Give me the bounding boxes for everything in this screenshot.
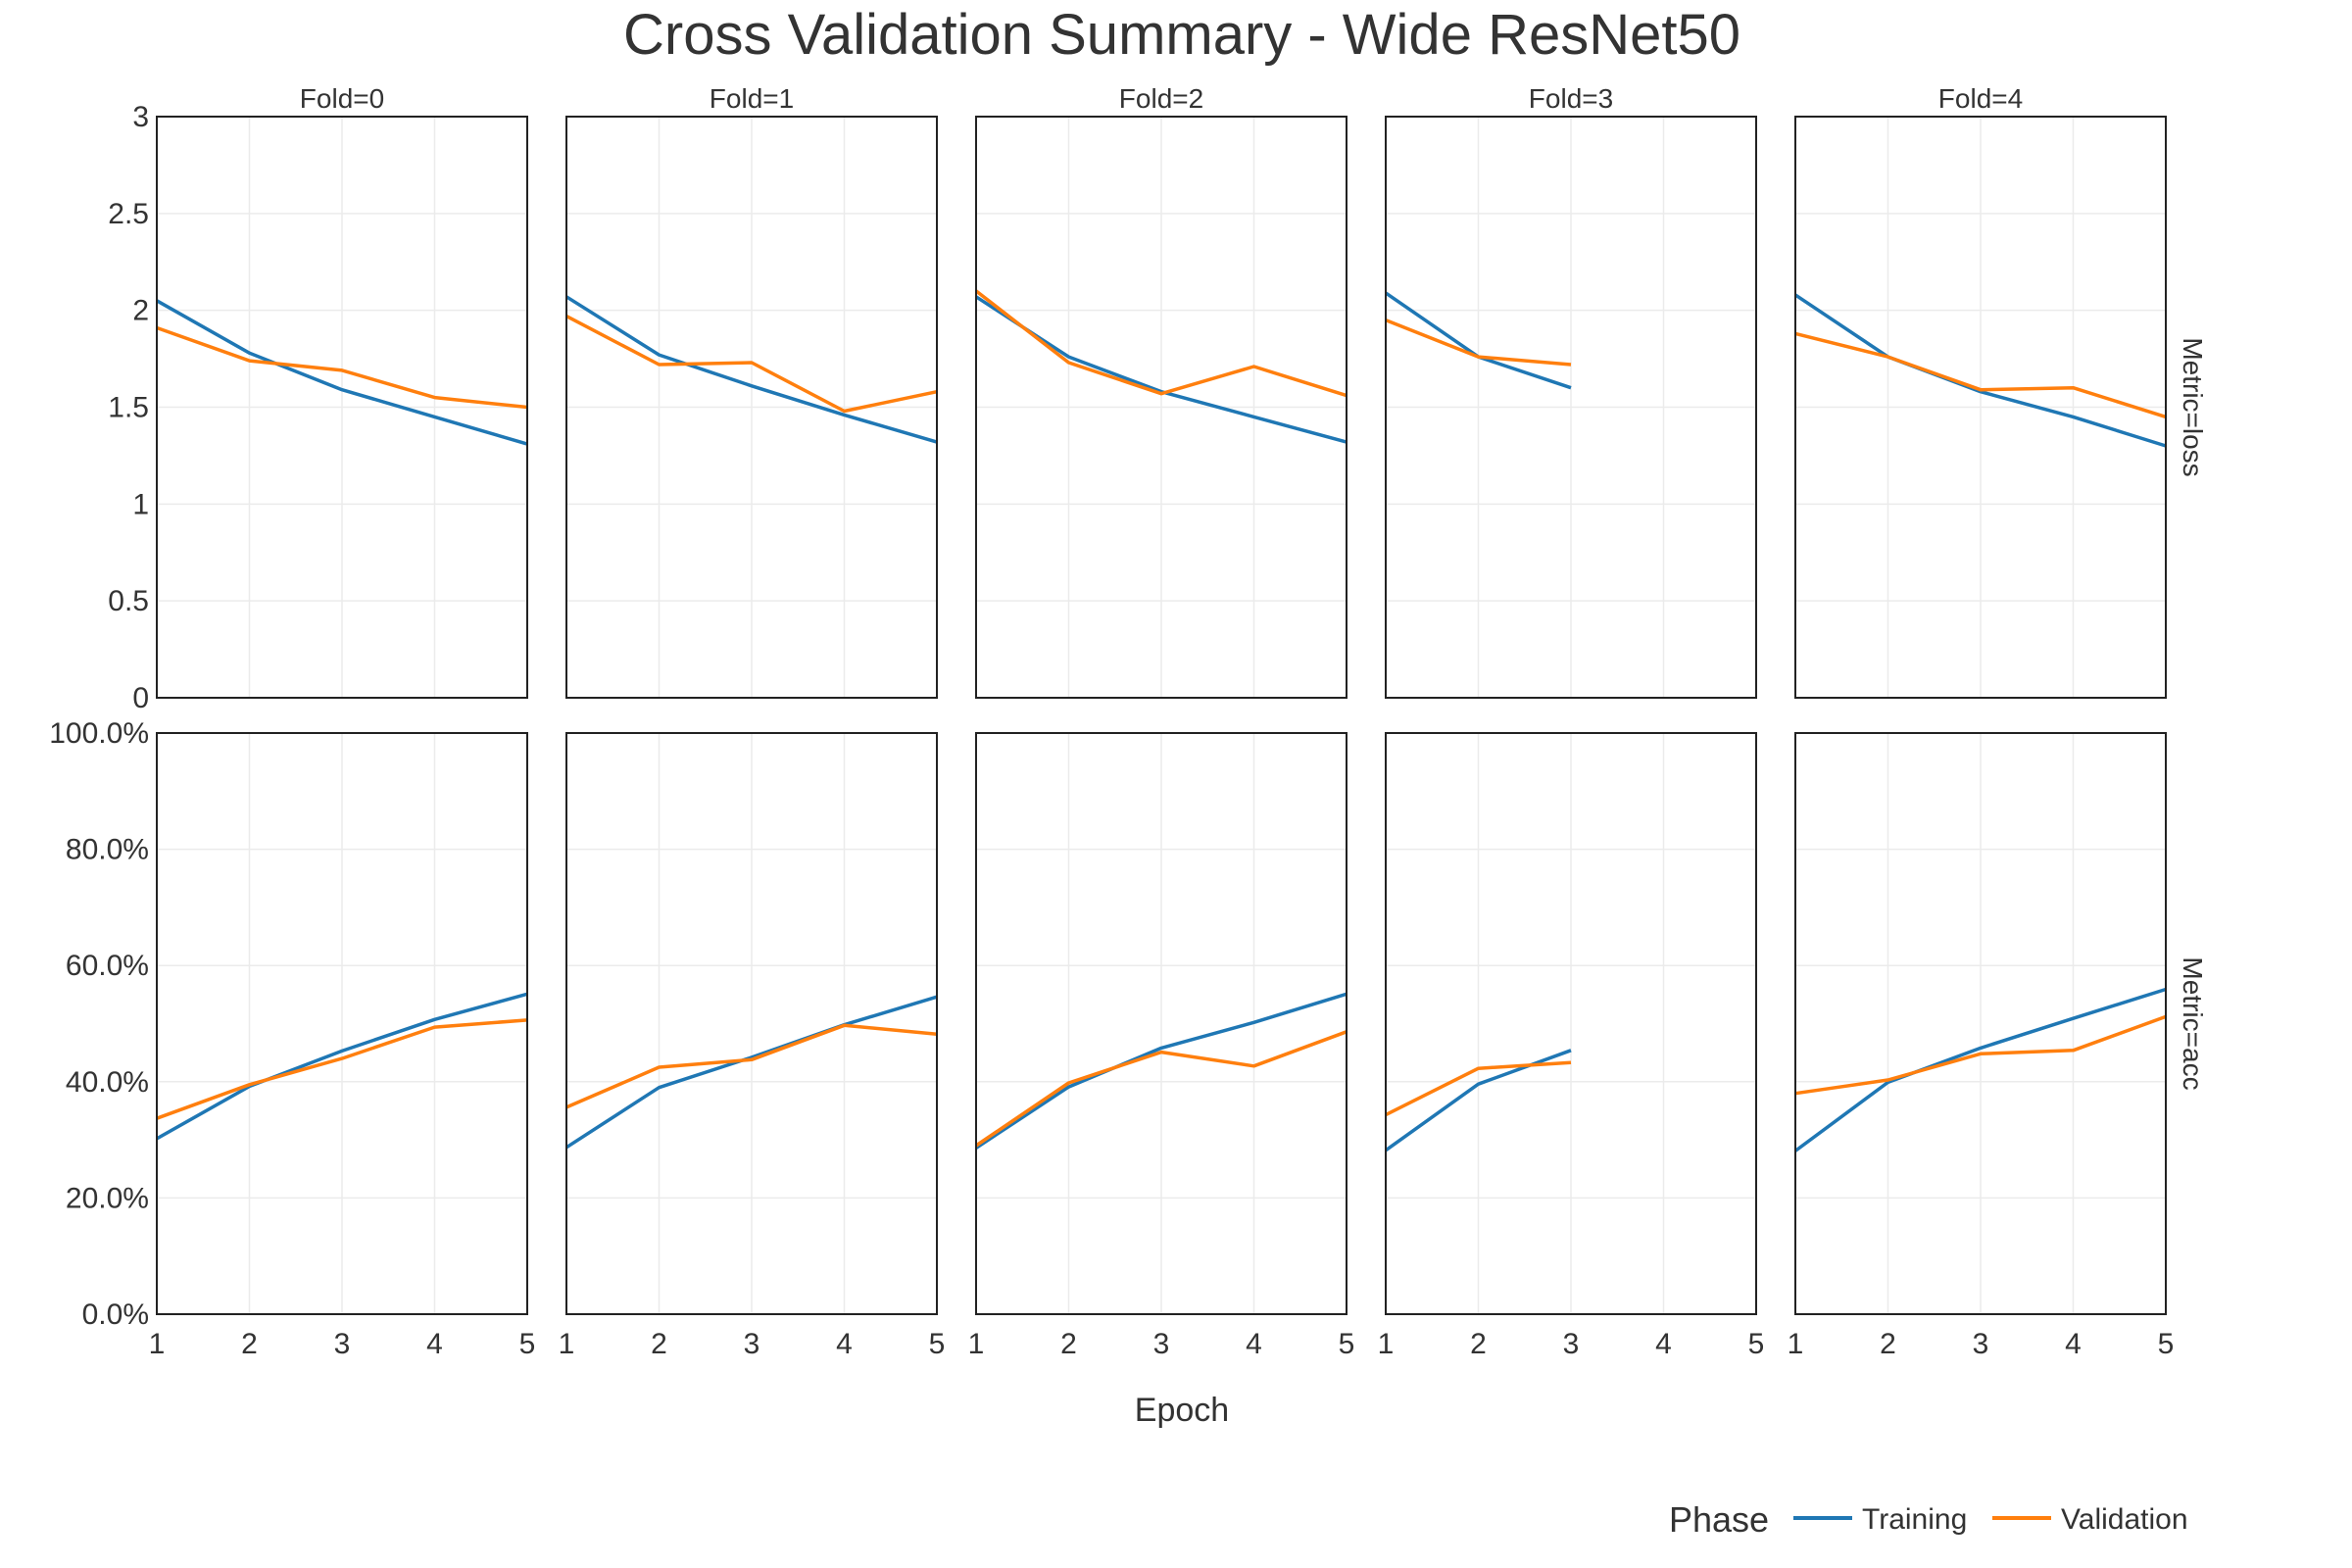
panel-frame-acc-fold2 (975, 732, 1348, 1315)
x-axis-label: Epoch (1135, 1392, 1229, 1429)
series-line-validation-loss-fold2 (974, 289, 1348, 398)
y-tick-label-acc: 60.0% (66, 950, 149, 982)
series-line-validation-acc-fold3 (1385, 1060, 1572, 1117)
x-tick-label: 1 (559, 1328, 575, 1360)
panel-frame-acc-fold0 (156, 732, 528, 1315)
x-tick-label: 1 (149, 1328, 166, 1360)
series-line-validation-acc-fold1 (565, 1023, 938, 1109)
series-line-validation-acc-fold0 (156, 1018, 528, 1120)
x-tick-label: 4 (426, 1328, 443, 1360)
x-tick-label: 2 (1470, 1328, 1487, 1360)
x-tick-label: 4 (1655, 1328, 1672, 1360)
legend-label-validation: Validation (2061, 1503, 2188, 1536)
legend-title: Phase (1669, 1499, 1769, 1540)
x-tick-label: 5 (2158, 1328, 2175, 1360)
legend: Phase Training Validation (1669, 1499, 2188, 1540)
facet-column-label: Fold=3 (1529, 83, 1613, 114)
x-tick-label: 4 (836, 1328, 853, 1360)
x-tick-label: 1 (1788, 1328, 1804, 1360)
facet-column-label: Fold=2 (1119, 83, 1203, 114)
x-tick-label: 3 (1973, 1328, 1989, 1360)
series-line-validation-loss-fold0 (156, 325, 528, 410)
x-tick-label: 5 (1748, 1328, 1765, 1360)
series-line-training-acc-fold3 (1384, 1049, 1572, 1152)
facet-panels: Fold=0 Fold=1 Fold=2 Fold=3 Fold=4 0 0.5 1 1.5 2 2… (49, 83, 2208, 1360)
x-tick-label: 2 (1880, 1328, 1896, 1360)
facet-row-label: Metric=acc (2178, 956, 2208, 1090)
y-tick-label-loss: 2.5 (108, 198, 149, 230)
chart-title: Cross Validation Summary - Wide ResNet50 (623, 3, 1740, 67)
panel-frame-loss-fold3 (1385, 116, 1757, 699)
series-line-validation-acc-fold4 (1794, 1014, 2167, 1096)
panel-frame-loss-fold2 (975, 116, 1348, 699)
x-tick-label: 5 (929, 1328, 946, 1360)
y-tick-label-acc: 0.0% (82, 1298, 149, 1331)
series-line-training-acc-fold1 (565, 995, 938, 1150)
series-line-training-acc-fold0 (156, 992, 528, 1141)
series-line-validation-loss-fold1 (565, 315, 938, 414)
legend-label-training: Training (1862, 1503, 1967, 1536)
y-tick-label-loss: 1 (132, 488, 149, 520)
panel-frame-acc-fold3 (1385, 732, 1757, 1315)
x-tick-label: 3 (744, 1328, 760, 1360)
x-tick-label: 1 (1378, 1328, 1395, 1360)
series-line-training-loss-fold1 (565, 295, 938, 444)
y-tick-label-loss: 2 (132, 295, 149, 327)
panel-frame-loss-fold1 (565, 116, 938, 699)
x-tick-label: 3 (334, 1328, 351, 1360)
series-line-training-loss-fold4 (1794, 293, 2167, 448)
panel-frame-loss-fold4 (1794, 116, 2167, 699)
series-line-validation-loss-fold4 (1794, 331, 2167, 419)
y-tick-label-loss: 1.5 (108, 392, 149, 424)
series-line-training-loss-fold0 (156, 299, 528, 446)
y-tick-label-acc: 20.0% (66, 1182, 149, 1214)
panel-frame-loss-fold0 (156, 116, 528, 699)
facet-row-label: Metric=loss (2178, 337, 2208, 476)
panel-frame-acc-fold1 (565, 732, 938, 1315)
y-tick-label-acc: 80.0% (66, 834, 149, 866)
series-line-training-acc-fold4 (1793, 987, 2167, 1152)
x-tick-label: 2 (1060, 1328, 1077, 1360)
series-line-validation-loss-fold3 (1385, 318, 1572, 367)
x-tick-label: 5 (519, 1328, 536, 1360)
x-tick-label: 1 (968, 1328, 985, 1360)
x-tick-label: 4 (1246, 1328, 1262, 1360)
facet-column-label: Fold=1 (710, 83, 794, 114)
y-tick-label-loss: 0.5 (108, 585, 149, 617)
x-tick-label: 2 (241, 1328, 258, 1360)
x-tick-label: 3 (1563, 1328, 1580, 1360)
x-tick-label: 2 (651, 1328, 667, 1360)
series-line-training-acc-fold2 (975, 992, 1348, 1150)
x-tick-label: 5 (1339, 1328, 1355, 1360)
facet-column-label: Fold=0 (300, 83, 384, 114)
y-tick-label-loss: 0 (132, 682, 149, 714)
facet-column-label: Fold=4 (1938, 83, 2023, 114)
y-tick-label-loss: 3 (132, 101, 149, 133)
panel-frame-acc-fold4 (1794, 732, 2167, 1315)
y-tick-label-acc: 100.0% (49, 717, 149, 750)
x-tick-label: 4 (2065, 1328, 2082, 1360)
x-tick-label: 3 (1153, 1328, 1170, 1360)
series-line-validation-acc-fold2 (975, 1030, 1348, 1148)
y-tick-label-acc: 40.0% (66, 1066, 149, 1099)
